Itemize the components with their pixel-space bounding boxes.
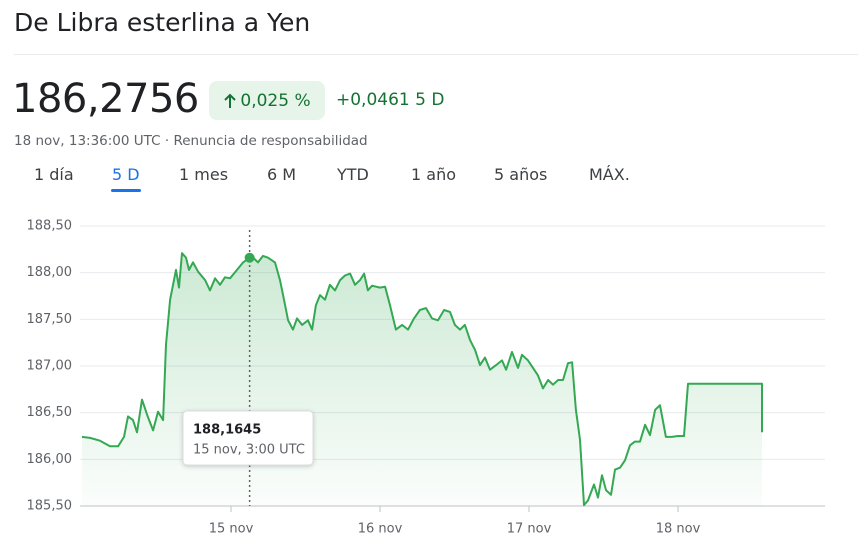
y-tick-label: 186,50 xyxy=(27,405,73,420)
timestamp: 18 nov, 13:36:00 UTC xyxy=(14,133,161,149)
x-tick-label: 15 nov xyxy=(209,522,254,537)
y-tick-label: 187,50 xyxy=(27,312,73,327)
tab[interactable]: YTD xyxy=(337,165,369,184)
x-tick-label: 17 nov xyxy=(507,522,552,537)
period: 5 D xyxy=(415,90,445,110)
change-badge: 0,025 % xyxy=(209,81,325,120)
area xyxy=(82,253,763,506)
tab[interactable]: 1 día xyxy=(34,165,74,184)
y-tick-label: 188,00 xyxy=(27,265,73,280)
timestamp-line: 18 nov, 13:36:00 UTC · Renuncia de respo… xyxy=(14,133,368,149)
tooltip-value: 188,1645 xyxy=(193,423,261,438)
change: +0,0461 5 D xyxy=(336,90,444,110)
tooltip: 188,1645 15 nov, 3:00 UTC xyxy=(182,410,314,466)
hover-dot xyxy=(244,252,255,263)
y-tick-label: 185,50 xyxy=(27,499,73,514)
tab-underline xyxy=(111,189,141,192)
title: De Libra esterlina a Yen xyxy=(14,8,311,37)
divider xyxy=(14,54,858,55)
tab[interactable]: 5 años xyxy=(494,165,548,184)
price: 186,2756 xyxy=(12,76,199,122)
tooltip-label: 15 nov, 3:00 UTC xyxy=(193,443,305,458)
change-value: +0,0461 xyxy=(336,90,410,110)
up-arrow xyxy=(224,93,237,108)
tab[interactable]: 6 M xyxy=(267,165,297,184)
tab[interactable]: 5 D xyxy=(112,165,140,184)
line xyxy=(81,252,763,507)
y-tick-label: 188,50 xyxy=(27,219,73,234)
tooltip-box xyxy=(182,410,314,466)
separator: · xyxy=(164,133,170,149)
x-tick-label: 18 nov xyxy=(656,522,701,537)
tab[interactable]: 1 año xyxy=(411,165,456,184)
disclaimer[interactable]: Renuncia de responsabilidad xyxy=(173,133,368,149)
tab[interactable]: 1 mes xyxy=(179,165,229,184)
y-tick-label: 186,00 xyxy=(27,452,73,467)
x-tick-label: 16 nov xyxy=(358,522,403,537)
tab[interactable]: MÁX. xyxy=(589,165,630,184)
change-percent: 0,025 % xyxy=(240,90,311,111)
y-tick-label: 187,00 xyxy=(27,359,73,374)
